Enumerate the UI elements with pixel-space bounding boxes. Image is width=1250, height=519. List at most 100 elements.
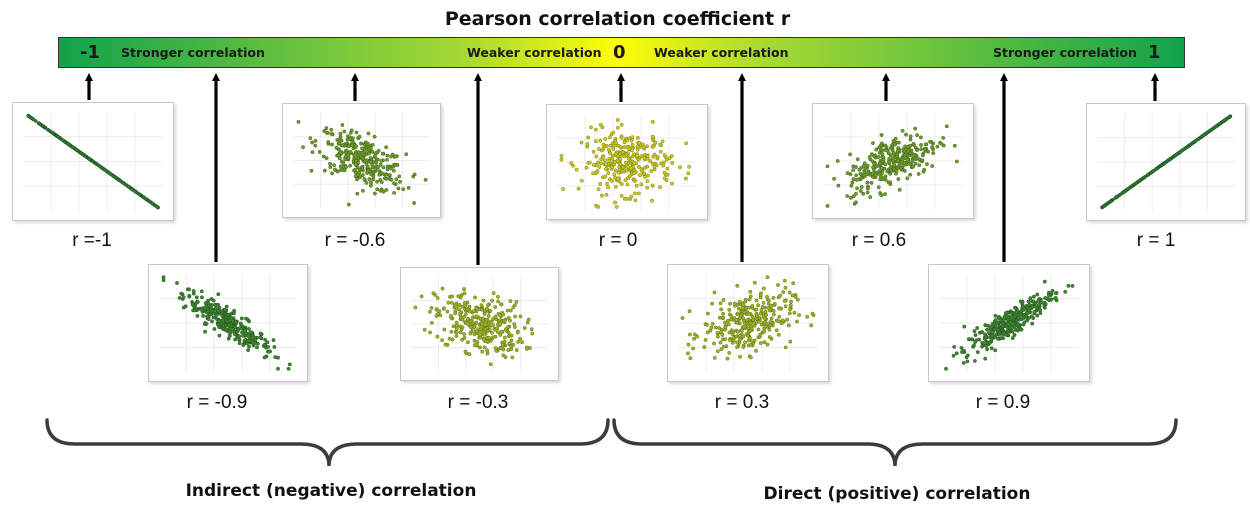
scatter-point xyxy=(650,198,654,203)
scatter-point xyxy=(650,183,655,188)
scatter-point xyxy=(930,145,935,149)
scatter-point xyxy=(764,322,769,326)
scatter-point xyxy=(342,129,347,134)
scatter-point xyxy=(366,131,371,136)
scatter-point xyxy=(179,291,184,296)
scatter-point xyxy=(1134,181,1138,186)
scatter-point xyxy=(705,322,709,327)
scatter-point xyxy=(385,164,390,169)
scatter-point xyxy=(627,174,632,179)
scatter-point xyxy=(771,308,776,313)
scatter-point xyxy=(623,178,628,183)
scatter-point xyxy=(301,145,305,150)
scatter-point xyxy=(735,329,740,334)
scatter-point xyxy=(310,140,314,145)
scatter-point xyxy=(360,146,365,151)
scatter-point xyxy=(921,153,925,158)
scatter-point xyxy=(506,330,511,335)
scatter-point xyxy=(518,314,523,319)
scatter-point xyxy=(377,172,382,177)
scatter-point xyxy=(337,147,341,152)
scatter-point xyxy=(488,339,493,343)
scatter-point xyxy=(472,338,477,343)
scatter-point xyxy=(883,143,888,148)
scatter-point xyxy=(611,143,616,148)
scatter-point xyxy=(849,195,853,200)
scatter-point xyxy=(337,141,342,146)
scatter-point xyxy=(406,185,411,190)
scatter-point xyxy=(791,281,796,286)
scatter-point xyxy=(905,176,910,181)
scatter-point xyxy=(454,320,459,325)
scatter-point xyxy=(871,171,875,176)
scatter-point xyxy=(379,159,384,163)
scatter-point xyxy=(201,314,205,318)
scatter-point xyxy=(750,304,755,308)
scatter-point xyxy=(880,141,884,146)
scatter-point xyxy=(756,327,761,332)
scatter-point xyxy=(630,148,634,153)
scatter-point xyxy=(664,157,669,162)
scatter-point xyxy=(883,162,888,167)
scatter-point xyxy=(155,205,160,209)
scatter-point xyxy=(199,289,204,294)
scatter-point xyxy=(748,294,753,299)
scatter-point xyxy=(488,309,493,313)
scatter-point xyxy=(637,140,642,145)
scatter-point xyxy=(716,334,720,339)
scatter-point xyxy=(874,147,879,152)
scatter-point xyxy=(1175,152,1179,157)
scatter-point xyxy=(611,130,616,135)
scatter-point xyxy=(639,154,644,159)
scatter-point xyxy=(603,162,608,167)
scatter-point xyxy=(923,147,928,152)
r-label-0-9: r = 0.9 xyxy=(975,392,1031,413)
scatter-point xyxy=(102,167,107,172)
scatter-point xyxy=(216,322,221,327)
scatter-point xyxy=(845,171,850,176)
scatter-point xyxy=(763,316,767,321)
scatter-point xyxy=(1019,327,1024,332)
scatter-point xyxy=(427,309,432,314)
scatter-point xyxy=(392,155,397,159)
scatter-point xyxy=(726,322,731,327)
scatter-point xyxy=(346,202,351,207)
scatter-point xyxy=(231,319,235,324)
scatter-point xyxy=(731,336,736,340)
scatter-point xyxy=(1003,311,1008,315)
scatter-point xyxy=(718,301,723,306)
scatter-point xyxy=(529,327,534,332)
scatter-point xyxy=(187,287,191,292)
scatter-point xyxy=(398,179,402,184)
scatter-point xyxy=(712,290,717,295)
scatter-point xyxy=(1053,296,1058,300)
scatter-point xyxy=(930,164,935,168)
scatter-point xyxy=(1105,201,1110,206)
r-label-minus-0-9: r = -0.9 xyxy=(186,392,248,413)
scatter-point xyxy=(338,164,343,169)
scatter-point xyxy=(781,290,786,294)
scatter-point xyxy=(650,119,655,124)
scatter-panel xyxy=(1086,103,1246,221)
scatter-point xyxy=(480,322,485,326)
scatter-point xyxy=(502,318,507,323)
scatter-point xyxy=(737,337,742,342)
scatter-point xyxy=(748,289,753,294)
scatter-plot-r-0 xyxy=(557,114,697,210)
scatter-point xyxy=(742,325,747,329)
scatter-point xyxy=(460,304,465,309)
scatter-point xyxy=(246,334,251,338)
scatter-point xyxy=(233,325,238,329)
scatter-point xyxy=(236,327,241,332)
scatter-point xyxy=(1102,204,1106,208)
scatter-point xyxy=(619,122,624,127)
scatter-point xyxy=(919,135,923,140)
scatter-point xyxy=(460,337,464,342)
scatter-point xyxy=(1008,320,1013,325)
scatter-point xyxy=(347,143,351,148)
scatter-point xyxy=(359,165,364,170)
scatter-point xyxy=(754,298,759,303)
scatter-point xyxy=(745,333,750,338)
scatter-point xyxy=(397,174,402,179)
scatter-point xyxy=(596,147,601,151)
